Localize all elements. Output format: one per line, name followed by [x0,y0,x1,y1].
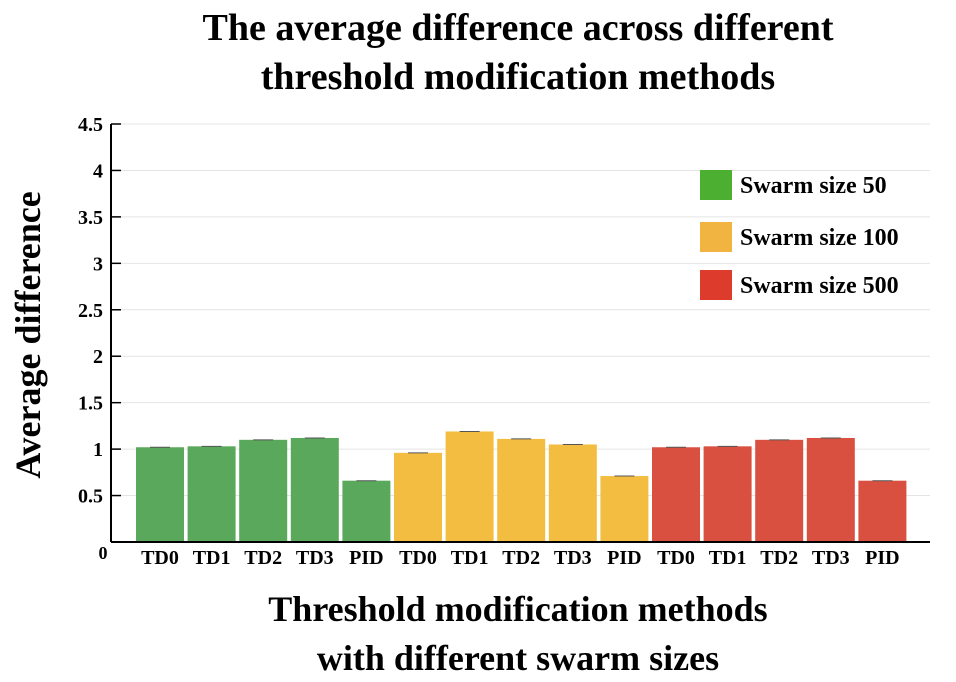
x-tick-label: TD1 [193,547,231,569]
legend-swatch [700,222,732,252]
x-tick-label: TD3 [296,547,334,569]
y-tick-label: 4 [93,160,103,182]
x-axis-label-line2: with different swarm sizes [317,638,719,678]
x-tick-label: TD0 [657,547,695,569]
legend-swatch [700,170,732,200]
bar [652,447,700,542]
y-tick-label: 4.5 [78,114,103,136]
chart-title-line2: threshold modification methods [261,56,775,98]
y-tick-label: 2 [93,346,103,368]
y-tick-label: 2.5 [78,300,103,322]
legend-label: Swarm size 50 [740,173,887,199]
bar [806,437,855,542]
x-tick-label: TD2 [502,547,540,569]
y-tick-label: 1 [93,439,103,461]
legend: Swarm size 50 Swarm size 100 Swarm size 50… [700,170,899,300]
legend-swatch [700,270,732,300]
y-ticks: 0.5 1 1.5 2 2.5 3 3.5 4 4.5 [78,114,121,508]
bar [342,480,391,542]
bar [548,444,597,542]
x-tick-label: PID [349,547,383,569]
legend-label: Swarm size 500 [740,273,899,299]
x-tick-label: TD3 [554,547,592,569]
bars [136,430,907,542]
bar [755,439,804,542]
chart-title-line1: The average difference across different [202,7,833,49]
axes [110,124,930,543]
bar [394,452,442,542]
x-tick-label: PID [865,547,899,569]
y-tick-label: 3 [93,253,103,275]
origin-label: 0 [99,543,108,563]
bar [497,438,546,542]
y-axis-label: Average difference [8,191,48,479]
x-tick-label: TD1 [451,547,489,569]
bar [600,476,649,542]
y-tick-label: 3.5 [78,207,103,229]
x-ticks: TD0 TD1 TD2 TD3 PID TD0 TD1 TD2 TD3 PID TD0 TD1 TD2 T… [141,547,900,569]
x-tick-label: TD2 [244,547,282,569]
bar [187,446,236,542]
x-tick-label: PID [607,547,641,569]
x-tick-label: TD1 [709,547,747,569]
x-tick-label: TD0 [399,547,437,569]
legend-label: Swarm size 100 [740,225,899,251]
x-tick-label: TD2 [760,547,798,569]
bar [445,431,494,542]
bar [858,480,907,542]
bar [239,439,288,542]
bar [703,446,752,542]
x-tick-label: TD0 [141,547,179,569]
x-tick-label: TD3 [812,547,850,569]
bar [290,437,339,542]
y-tick-label: 1.5 [78,393,103,415]
x-axis-label-line1: Threshold modification methods [268,589,767,629]
y-tick-label: 0.5 [78,486,103,508]
bar [136,447,184,542]
